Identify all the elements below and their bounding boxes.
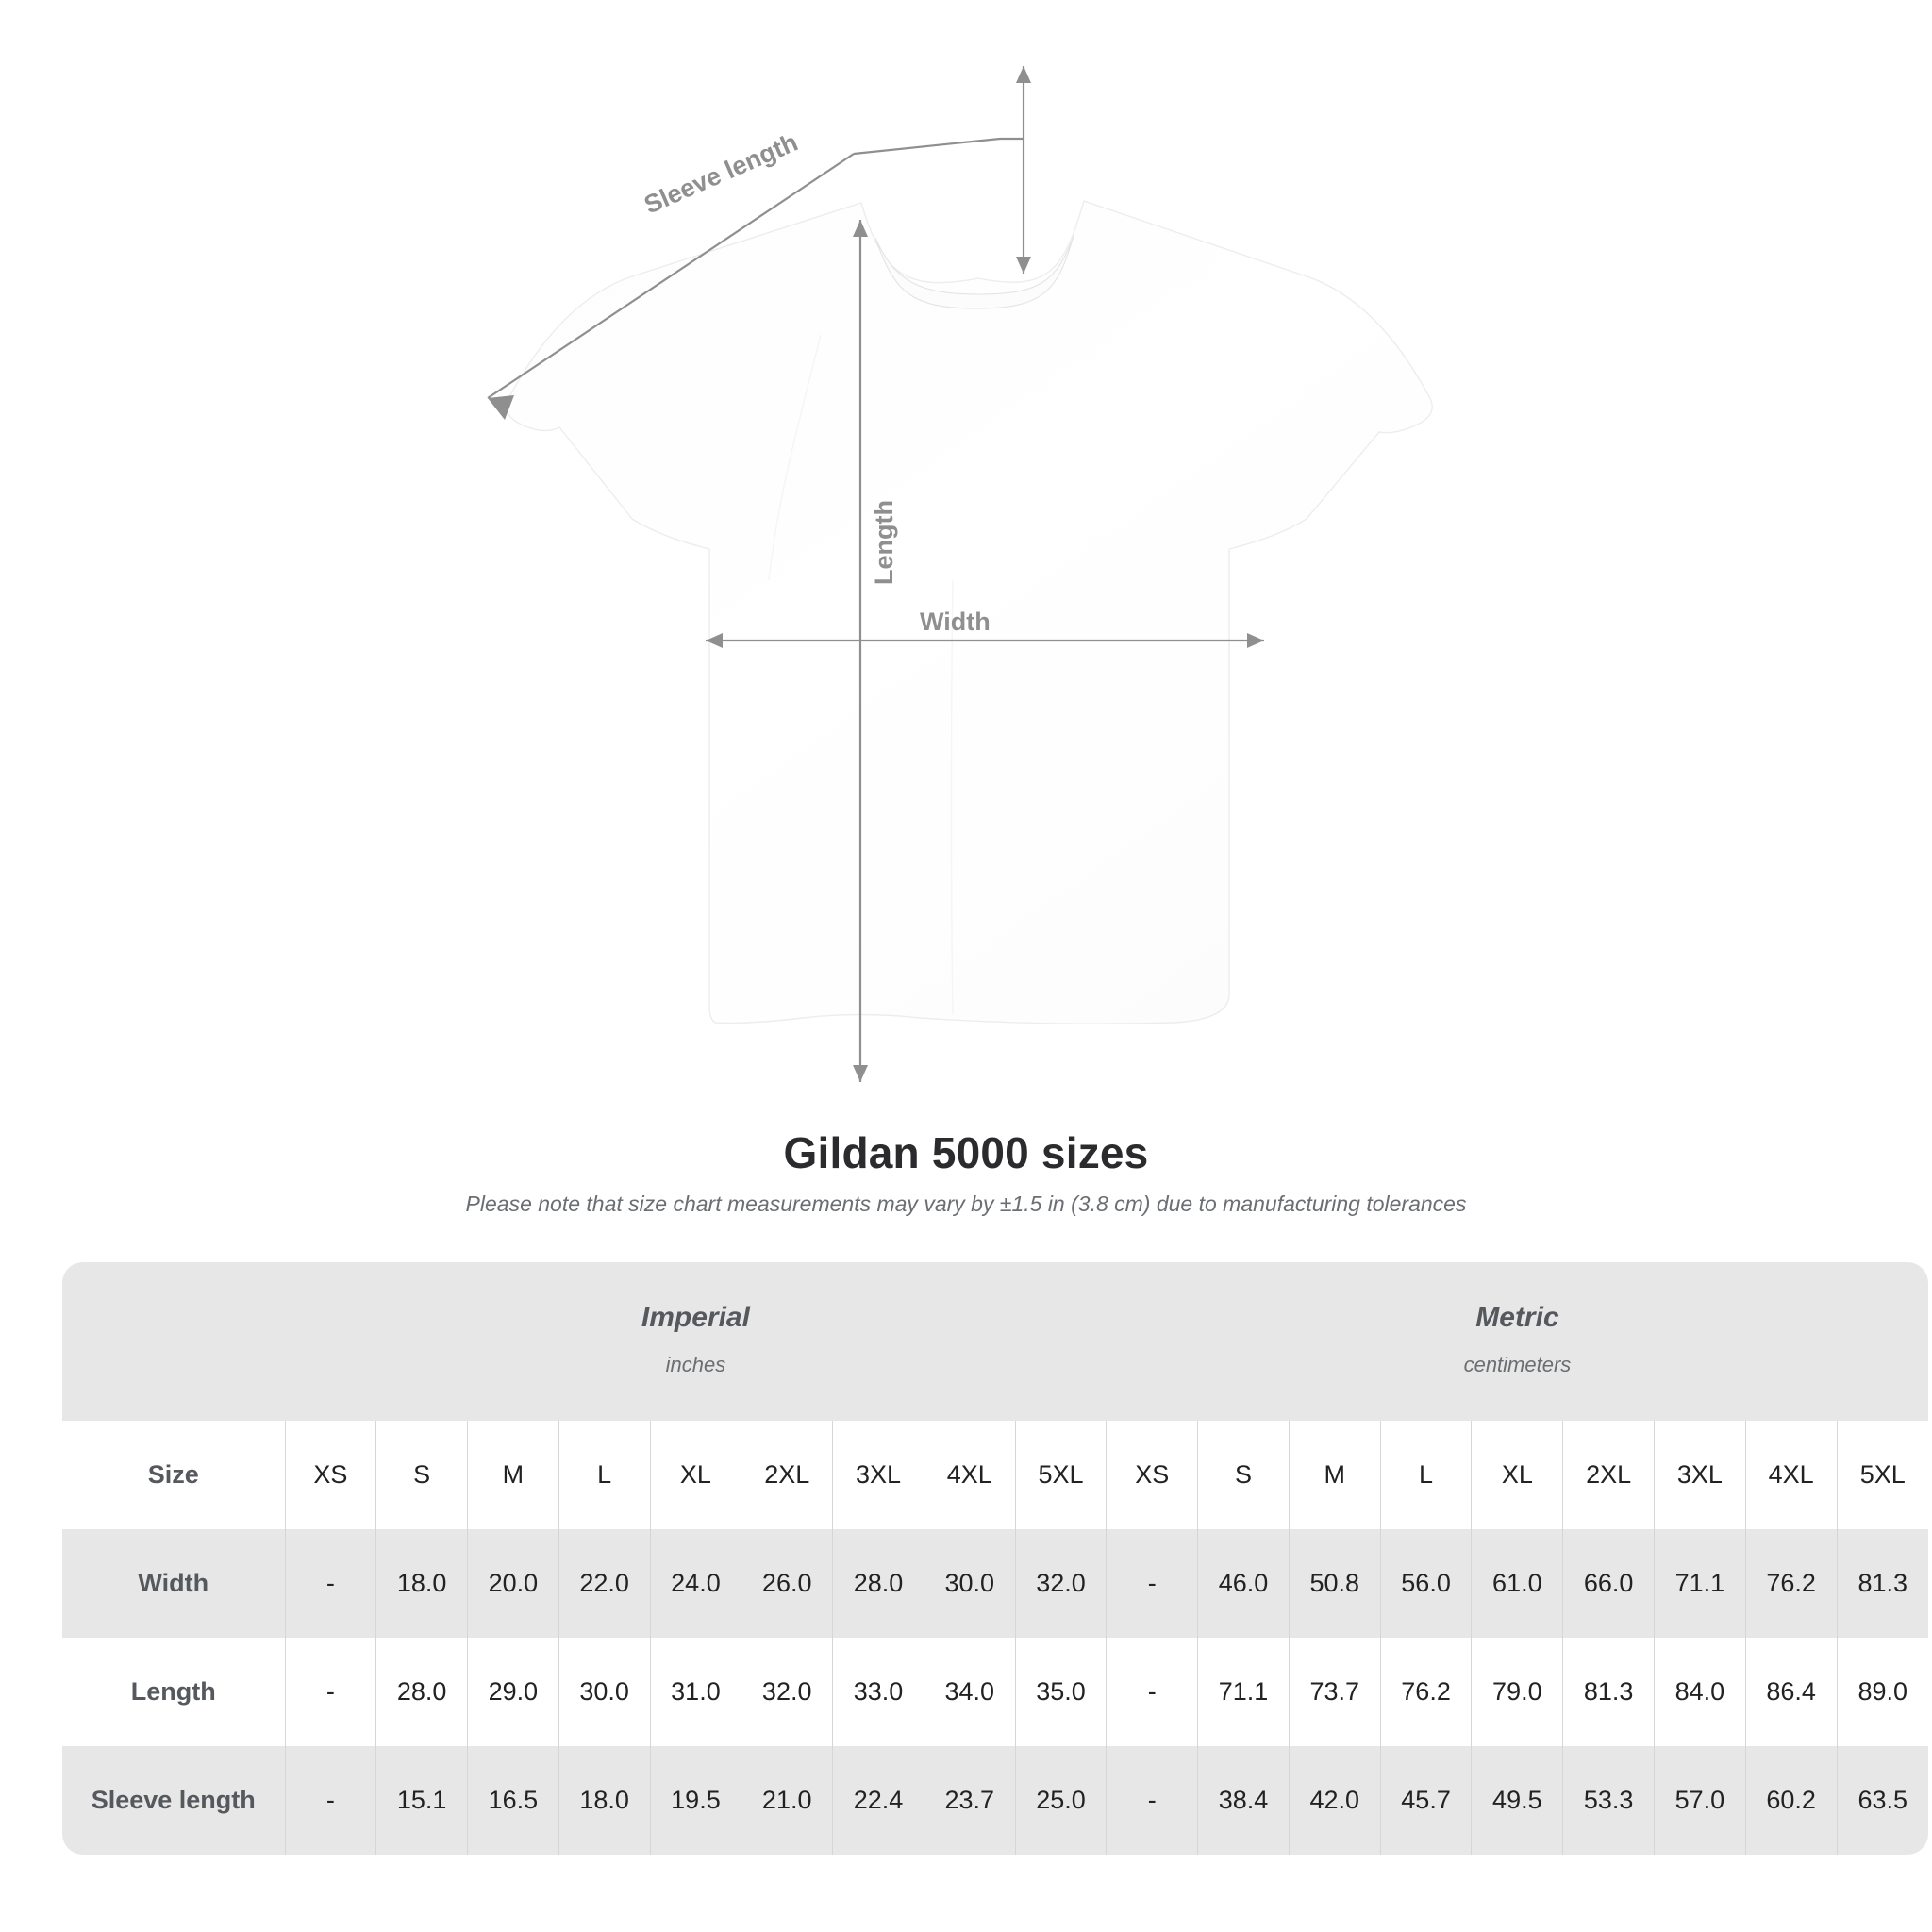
svg-text:Width: Width	[920, 608, 991, 636]
svg-text:Length: Length	[870, 500, 898, 585]
